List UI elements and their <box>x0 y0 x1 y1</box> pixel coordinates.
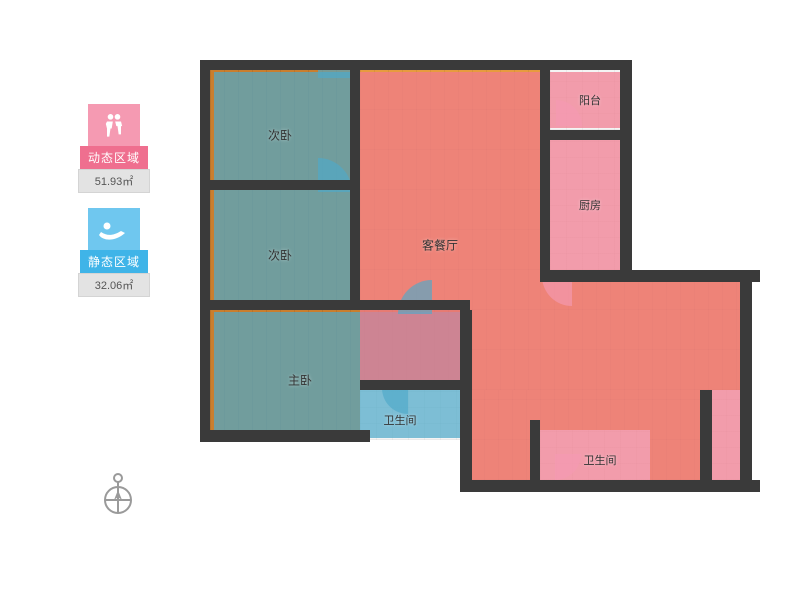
room-label-bath1: 卫生间 <box>384 412 417 428</box>
wall <box>200 430 370 442</box>
wall <box>700 390 712 490</box>
room-label-kitchen: 厨房 <box>579 197 601 213</box>
wall <box>210 180 360 190</box>
legend-dynamic: 动态区域 51.93㎡ <box>78 104 150 193</box>
legend-static-swatch <box>88 208 140 250</box>
room-label-living: 客餐厅 <box>422 237 458 254</box>
wall <box>540 270 760 282</box>
legend-static: 静态区域 32.06㎡ <box>78 208 150 297</box>
wall <box>360 380 470 390</box>
legend-static-value: 32.06㎡ <box>78 273 150 297</box>
room-label-master: 主卧 <box>288 372 312 389</box>
wall <box>460 310 472 490</box>
legend-static-title: 静态区域 <box>80 250 148 273</box>
wall <box>200 60 210 440</box>
room-hall-right <box>540 280 750 390</box>
room-label-balcony: 阳台 <box>579 92 601 108</box>
wall <box>620 60 632 280</box>
room-label-bedroom2b: 次卧 <box>268 247 292 264</box>
wall <box>550 130 630 140</box>
room-label-bedroom2a: 次卧 <box>268 127 292 144</box>
wall <box>740 270 752 490</box>
floorplan: 次卧次卧客餐厅阳台厨房主卧卫生间卫生间 <box>200 60 760 530</box>
wall <box>200 60 630 70</box>
legend-dynamic-title: 动态区域 <box>80 146 148 169</box>
room-label-bath2: 卫生间 <box>584 452 617 468</box>
room-bedroom2a <box>210 70 350 180</box>
wall <box>460 480 760 492</box>
sleep-icon <box>99 218 129 240</box>
compass-icon <box>98 470 138 520</box>
people-icon <box>100 111 128 139</box>
wall <box>530 420 540 490</box>
room-bedroom2b <box>210 190 350 300</box>
legend-dynamic-value: 51.93㎡ <box>78 169 150 193</box>
legend-dynamic-swatch <box>88 104 140 146</box>
wall <box>210 300 470 310</box>
wall <box>540 60 550 280</box>
